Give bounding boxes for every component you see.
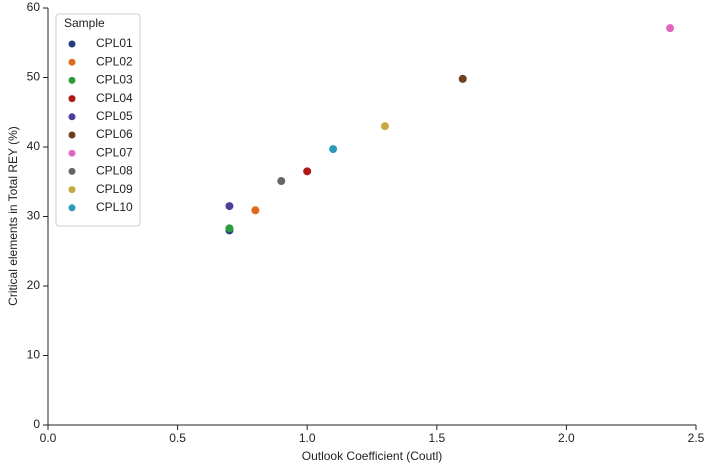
- x-tick-label: 2.5: [688, 431, 705, 445]
- legend-marker: [68, 149, 76, 157]
- legend-label: CPL01: [96, 36, 133, 50]
- y-axis-label: Critical elements in Total REY (%): [6, 126, 20, 306]
- legend-title: Sample: [64, 16, 105, 30]
- y-tick-label: 20: [27, 278, 41, 292]
- legend-marker: [68, 186, 76, 194]
- point: [458, 74, 467, 83]
- point: [329, 145, 338, 154]
- legend-marker: [68, 131, 76, 139]
- legend-label: CPL07: [96, 145, 133, 159]
- legend-label: CPL05: [96, 109, 133, 123]
- y-tick-label: 0: [33, 417, 40, 431]
- legend-marker: [68, 58, 76, 66]
- y-tick-label: 10: [27, 348, 41, 362]
- x-tick-label: 1.0: [299, 431, 316, 445]
- point: [666, 24, 675, 33]
- legend-marker: [68, 113, 76, 121]
- legend-label: CPL04: [96, 91, 133, 105]
- legend-marker: [68, 95, 76, 103]
- y-tick-label: 30: [27, 209, 41, 223]
- legend-label: CPL10: [96, 200, 133, 214]
- point: [225, 202, 234, 211]
- legend-marker: [68, 204, 76, 212]
- x-tick-label: 0.0: [40, 431, 57, 445]
- legend-marker: [68, 76, 76, 84]
- y-tick-label: 60: [27, 0, 41, 14]
- x-tick-label: 0.5: [169, 431, 186, 445]
- legend-marker: [68, 167, 76, 175]
- legend-marker: [68, 40, 76, 48]
- y-tick-label: 50: [27, 70, 41, 84]
- legend-label: CPL02: [96, 54, 133, 68]
- y-tick-label: 40: [27, 139, 41, 153]
- point: [277, 177, 286, 186]
- legend-label: CPL03: [96, 73, 133, 87]
- legend-label: CPL06: [96, 127, 133, 141]
- legend-label: CPL09: [96, 182, 133, 196]
- legend-label: CPL08: [96, 164, 133, 178]
- point: [251, 206, 260, 215]
- point: [225, 224, 234, 233]
- legend-box: [55, 13, 141, 227]
- point: [303, 167, 312, 176]
- x-axis-label: Outlook Coefficient (Coutl): [302, 449, 443, 463]
- x-tick-label: 2.0: [558, 431, 575, 445]
- x-tick-label: 1.5: [428, 431, 445, 445]
- point: [380, 122, 389, 131]
